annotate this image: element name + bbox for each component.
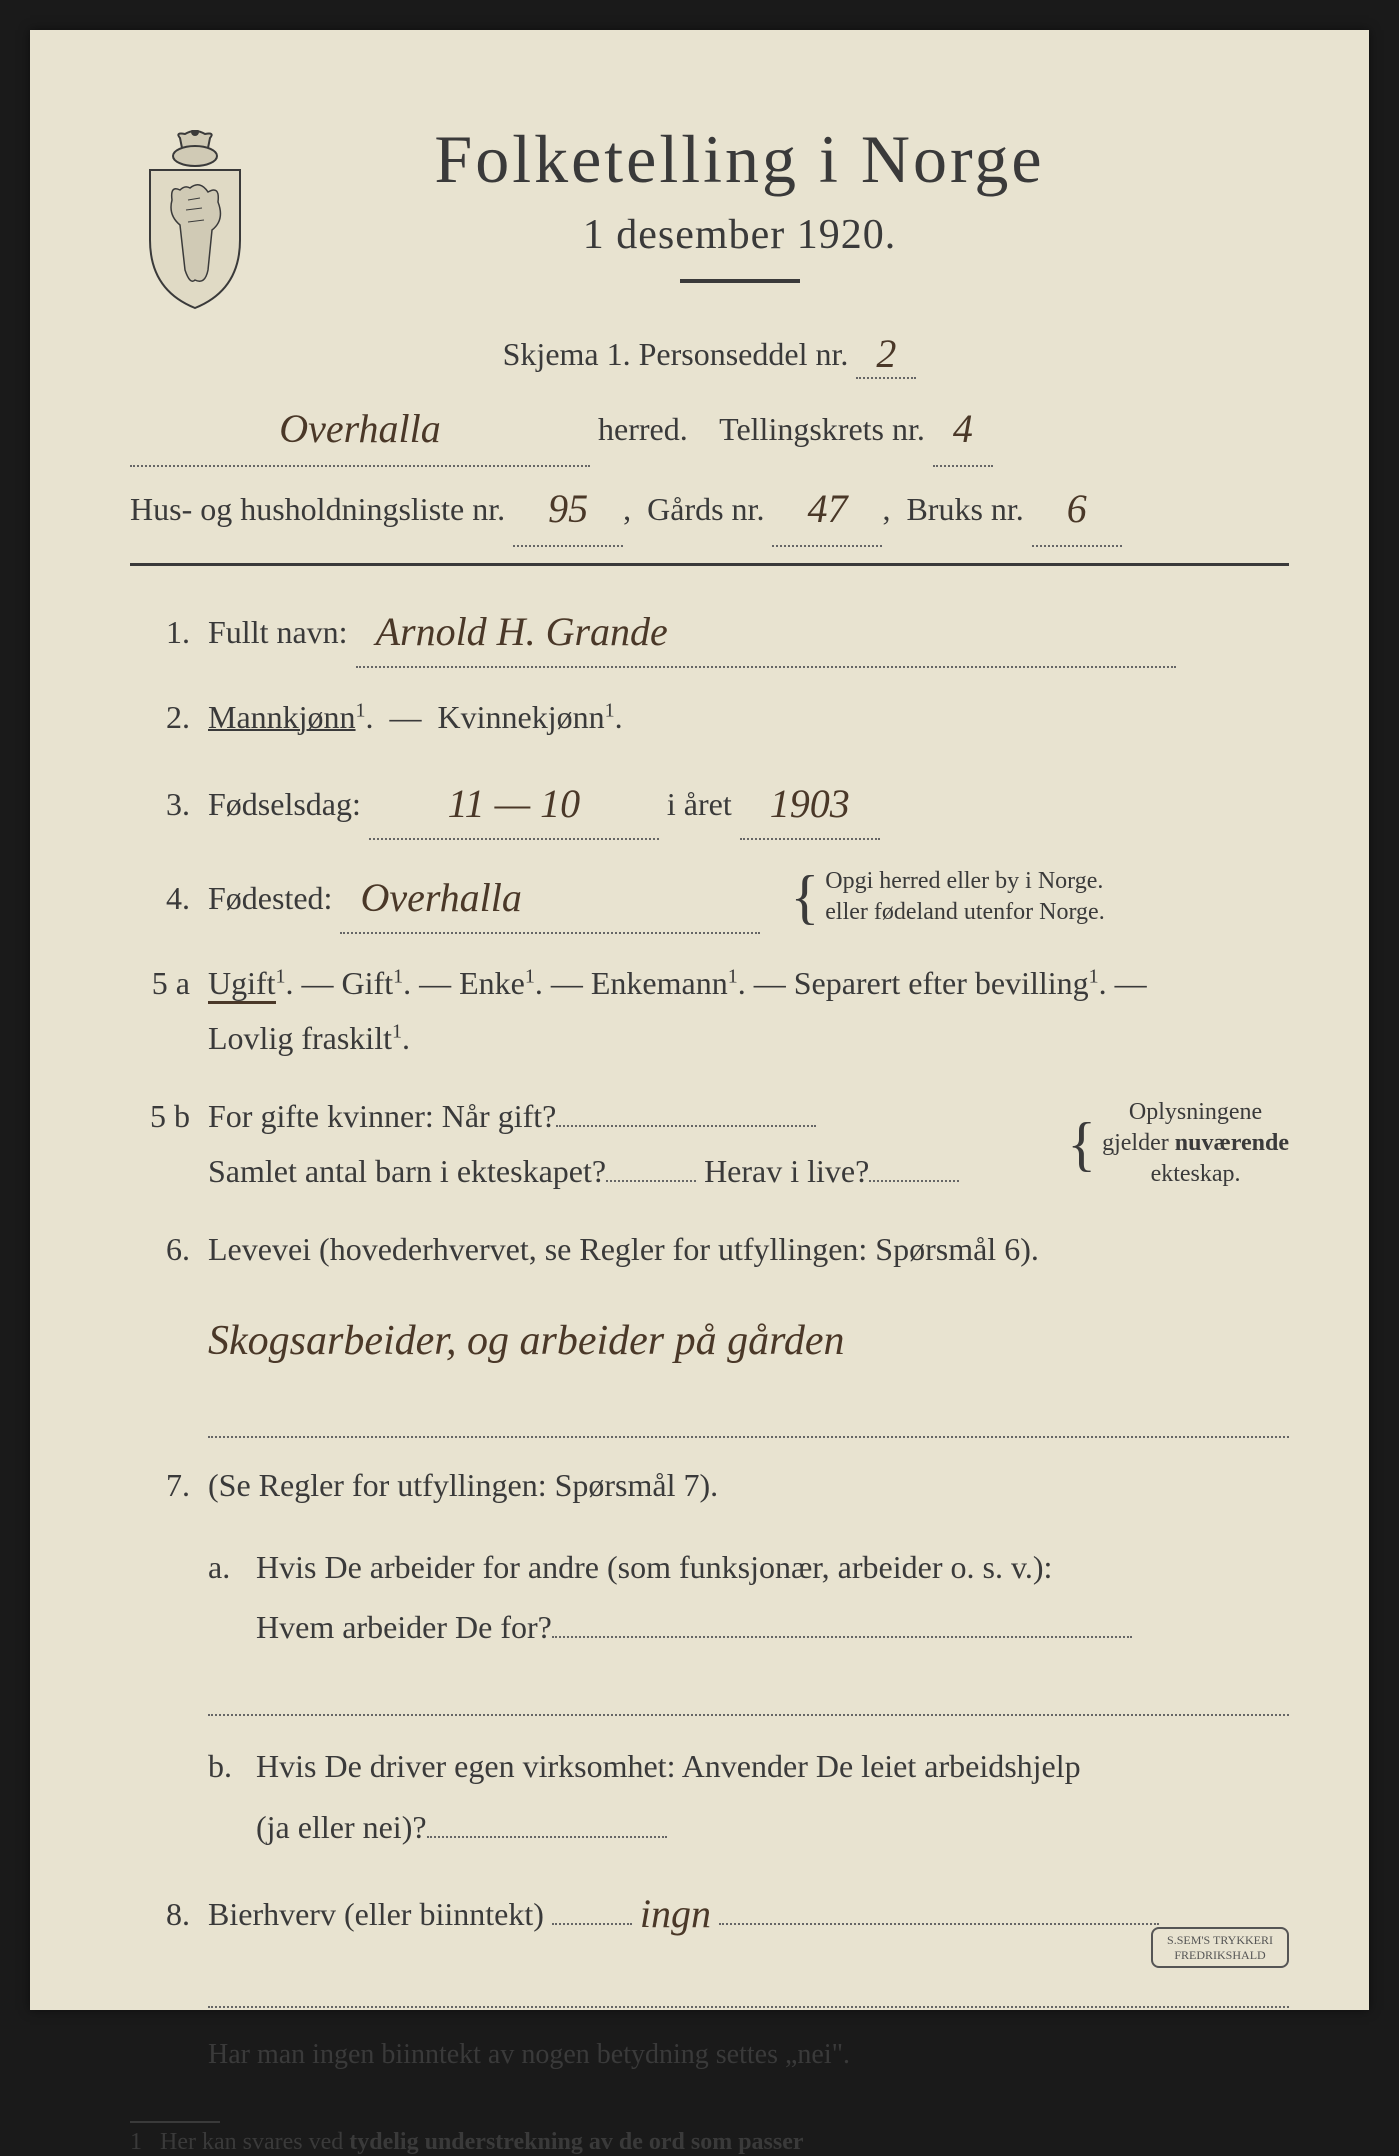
q5a-num: 5 a bbox=[130, 965, 190, 1002]
q5a: 5 a Ugift1. — Gift1. — Enke1. — Enkemann… bbox=[130, 956, 1289, 1065]
husliste-nr: 95 bbox=[513, 473, 623, 547]
census-form-page: Folketelling i Norge 1 desember 1920. Sk… bbox=[30, 30, 1369, 2010]
q8-line2 bbox=[208, 1970, 1289, 2008]
bottom-note: Har man ingen biinntekt av nogen betydni… bbox=[208, 2028, 1289, 2081]
q6: 6. Levevei (hovederhvervet, se Regler fo… bbox=[130, 1222, 1289, 1276]
personseddel-nr: 2 bbox=[856, 330, 916, 379]
q3-day: 11 — 10 bbox=[369, 770, 659, 840]
q5a-fraskilt: Lovlig fraskilt bbox=[208, 1020, 392, 1056]
q3-mid: i året bbox=[667, 786, 732, 822]
herred-label: herred. bbox=[598, 411, 688, 447]
q8-num: 8. bbox=[130, 1896, 190, 1933]
q6-label: Levevei (hovederhvervet, se Regler for u… bbox=[208, 1231, 1039, 1267]
q2-kvinne: Kvinnekjønn bbox=[438, 699, 605, 735]
q7: 7. (Se Regler for utfyllingen: Spørsmål … bbox=[130, 1458, 1289, 1512]
q7a-1: Hvis De arbeider for andre (som funksjon… bbox=[256, 1549, 1052, 1585]
q6-answer: Skogsarbeider, og arbeider på gården bbox=[208, 1300, 1289, 1380]
q5b: 5 b For gifte kvinner: Når gift? Samlet … bbox=[130, 1089, 1289, 1198]
skjema-line: Skjema 1. Personseddel nr. 2 bbox=[130, 328, 1289, 377]
gards-label: Gårds nr. bbox=[647, 491, 764, 527]
title-rule bbox=[680, 279, 800, 283]
q5a-enkemann: Enkemann bbox=[591, 965, 728, 1001]
bruks-nr: 6 bbox=[1032, 473, 1122, 547]
q7a-letter: a. bbox=[208, 1537, 248, 1598]
q5b-note: { Oplysningene gjelder nuværende ekteska… bbox=[1067, 1097, 1289, 1191]
gards-nr: 47 bbox=[772, 473, 882, 547]
q8-label: Bierhverv (eller biinntekt) bbox=[208, 1896, 544, 1932]
q7a-line2 bbox=[208, 1678, 1289, 1716]
footnote-area: 1 Her kan svares ved tydelig understrekn… bbox=[130, 2121, 1289, 2156]
husliste-line: Hus- og husholdningsliste nr. 95, Gårds … bbox=[130, 471, 1289, 545]
q3: 3. Fødselsdag: 11 — 10 i året 1903 bbox=[130, 768, 1289, 838]
main-title: Folketelling i Norge bbox=[290, 120, 1189, 199]
q8: 8. Bierhverv (eller biinntekt) ingn bbox=[130, 1878, 1289, 1946]
q7b-2: (ja eller nei)? bbox=[256, 1809, 427, 1845]
q1-value: Arnold H. Grande bbox=[356, 598, 1176, 668]
q5b-l1: For gifte kvinner: Når gift? bbox=[208, 1098, 556, 1134]
herred-value: Overhalla bbox=[130, 393, 590, 467]
q5a-enke: Enke bbox=[459, 965, 525, 1001]
q4-note: { Opgi herred eller by i Norge. eller fø… bbox=[790, 866, 1104, 928]
printer-stamp: S.SEM'S TRYKKERI FREDRIKSHALD bbox=[1151, 1927, 1289, 1968]
q2-mann: Mannkjønn bbox=[208, 699, 356, 735]
q1: 1. Fullt navn: Arnold H. Grande bbox=[130, 596, 1289, 666]
q5a-ugift: Ugift bbox=[208, 965, 276, 1004]
q5a-gift: Gift bbox=[342, 965, 394, 1001]
q7a-2: Hvem arbeider De for? bbox=[256, 1609, 552, 1645]
subtitle: 1 desember 1920. bbox=[290, 211, 1189, 259]
q4-num: 4. bbox=[130, 880, 190, 917]
q7b-letter: b. bbox=[208, 1736, 248, 1797]
q7-num: 7. bbox=[130, 1467, 190, 1504]
q2: 2. Mannkjønn1. — Kvinnekjønn1. bbox=[130, 690, 1289, 744]
q1-num: 1. bbox=[130, 614, 190, 651]
q5a-separert: Separert efter bevilling bbox=[794, 965, 1089, 1001]
herred-line: Overhalla herred. Tellingskrets nr. 4 bbox=[130, 391, 1289, 465]
q6-num: 6. bbox=[130, 1231, 190, 1268]
q3-label: Fødselsdag: bbox=[208, 786, 361, 822]
q7b-1: Hvis De driver egen virksomhet: Anvender… bbox=[256, 1748, 1081, 1784]
tellingskrets-label: Tellingskrets nr. bbox=[719, 411, 925, 447]
header: Folketelling i Norge 1 desember 1920. bbox=[130, 120, 1289, 318]
q2-num: 2. bbox=[130, 699, 190, 736]
q4-label: Fødested: bbox=[208, 880, 332, 916]
q7a: a. Hvis De arbeider for andre (som funks… bbox=[208, 1537, 1289, 1659]
q4-value: Overhalla bbox=[340, 864, 760, 934]
footnote-num: 1 bbox=[130, 2129, 142, 2155]
q7-label: (Se Regler for utfyllingen: Spørsmål 7). bbox=[208, 1467, 718, 1503]
q5b-l2b: Herav i live? bbox=[704, 1153, 869, 1189]
coat-of-arms-icon bbox=[130, 130, 260, 310]
q6-line2 bbox=[208, 1400, 1289, 1438]
skjema-label: Skjema 1. Personseddel nr. bbox=[503, 336, 849, 372]
title-block: Folketelling i Norge 1 desember 1920. bbox=[290, 120, 1289, 318]
q7b: b. Hvis De driver egen virksomhet: Anven… bbox=[208, 1736, 1289, 1858]
q5b-num: 5 b bbox=[130, 1098, 190, 1135]
tellingskrets-nr: 4 bbox=[933, 393, 993, 467]
q3-num: 3. bbox=[130, 786, 190, 823]
husliste-label: Hus- og husholdningsliste nr. bbox=[130, 491, 505, 527]
q4: 4. Fødested: Overhalla { Opgi herred ell… bbox=[130, 862, 1289, 932]
q1-label: Fullt navn: bbox=[208, 614, 348, 650]
q5b-l2a: Samlet antal barn i ekteskapet? bbox=[208, 1153, 606, 1189]
q3-year: 1903 bbox=[740, 770, 880, 840]
bruks-label: Bruks nr. bbox=[906, 491, 1023, 527]
q6-value: Skogsarbeider, og arbeider på gården bbox=[208, 1318, 845, 1364]
divider bbox=[130, 563, 1289, 566]
q8-value: ingn bbox=[640, 1891, 711, 1936]
